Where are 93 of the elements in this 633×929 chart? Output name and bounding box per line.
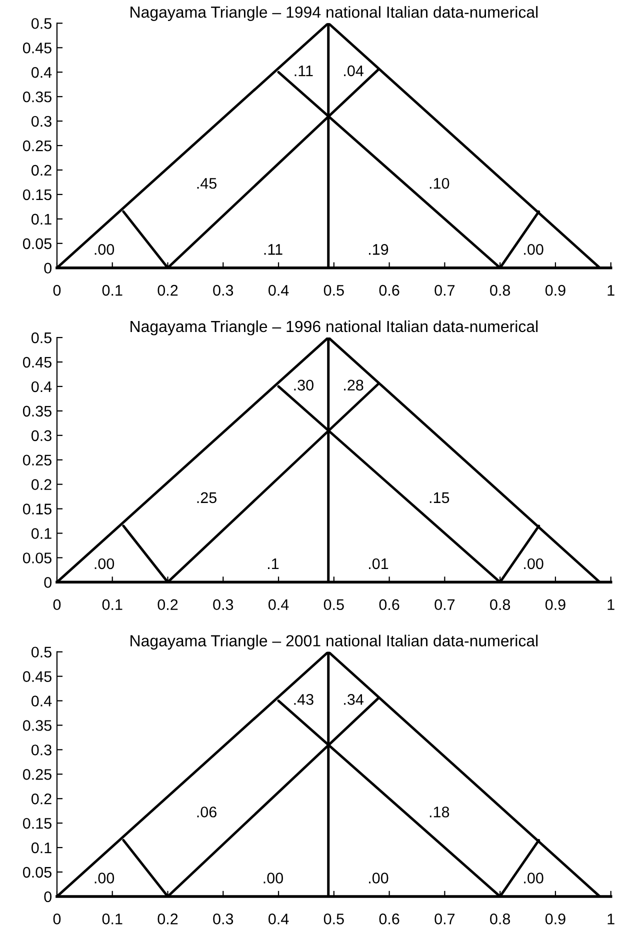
y-tick-label: 0.35 xyxy=(22,91,52,102)
x-tick-label: 0.1 xyxy=(102,914,122,924)
x-tick-label: 0.6 xyxy=(379,599,400,610)
annotation: .00 xyxy=(524,558,544,570)
x-tick-label: 0.5 xyxy=(324,284,344,296)
annotation: .11 xyxy=(294,66,313,76)
annotation: .30 xyxy=(294,380,314,391)
x-tick-label: 0.7 xyxy=(434,914,455,924)
x-tick-label: 0.4 xyxy=(268,284,289,296)
x-tick-label: 0.3 xyxy=(213,284,234,296)
x-tick-label: 0.2 xyxy=(158,284,178,296)
y-tick-label: 0.45 xyxy=(22,42,52,54)
annotation: .00 xyxy=(524,872,544,884)
annotation: .11 xyxy=(264,244,282,255)
y-tick-label: 0.5 xyxy=(31,332,52,344)
x-tick-label: 0.8 xyxy=(490,599,510,610)
annotation: .18 xyxy=(430,806,450,818)
x-tick-label: 0.9 xyxy=(545,914,566,924)
y-tick-label: 0 xyxy=(44,891,52,902)
x-tick-label: 0.9 xyxy=(545,284,566,296)
x-tick-label: 0 xyxy=(53,914,61,924)
annotation: .15 xyxy=(430,492,450,504)
y-tick-label: 0.4 xyxy=(31,67,52,78)
y-tick-label: 0.35 xyxy=(22,720,52,731)
y-tick-label: 0.3 xyxy=(31,430,52,442)
y-tick-label: 0 xyxy=(44,577,52,588)
x-tick-label: 0.7 xyxy=(434,284,455,296)
annotation: .00 xyxy=(368,872,388,884)
x-tick-label: 1 xyxy=(608,599,614,610)
annotation: .19 xyxy=(368,244,388,255)
x-tick-label: 0.6 xyxy=(379,284,400,296)
annotation: .01 xyxy=(368,558,388,570)
chart-title: Nagayama Triangle – 1994 national Italian data-numerical xyxy=(130,6,538,21)
x-tick-label: 0.8 xyxy=(490,914,510,924)
y-tick-label: 0.4 xyxy=(31,696,52,706)
annotation: .00 xyxy=(524,244,544,255)
x-tick-label: 0.2 xyxy=(158,599,178,610)
y-tick-label: 0.05 xyxy=(22,552,52,564)
x-tick-label: 1 xyxy=(608,914,614,924)
y-tick-label: 0.35 xyxy=(22,406,52,417)
annotation: .28 xyxy=(344,380,364,391)
annotation: .10 xyxy=(430,178,450,189)
x-tick-label: 0.2 xyxy=(158,914,178,924)
x-tick-label: 0.5 xyxy=(324,599,344,610)
y-tick-label: 0.25 xyxy=(22,454,52,466)
y-tick-label: 0.15 xyxy=(22,189,52,200)
x-tick-label: 0.8 xyxy=(490,284,510,296)
y-tick-label: 0.2 xyxy=(31,479,52,490)
annotation: .00 xyxy=(94,872,114,884)
x-tick-label: 1 xyxy=(608,285,614,296)
y-tick-label: 0.5 xyxy=(31,18,52,29)
annotation: .00 xyxy=(94,244,114,255)
y-tick-label: 0.5 xyxy=(31,646,52,658)
x-tick-label: 0 xyxy=(53,599,61,610)
y-tick-label: 0 xyxy=(44,262,52,274)
annotation: .00 xyxy=(264,872,284,884)
x-tick-label: 0.6 xyxy=(379,914,400,924)
y-tick-label: 0.45 xyxy=(22,356,52,368)
x-tick-label: 0.4 xyxy=(268,914,289,924)
annotation: .04 xyxy=(344,65,364,76)
y-tick-label: 0.2 xyxy=(31,164,52,176)
annotation: .00 xyxy=(94,558,114,570)
y-tick-label: 0.15 xyxy=(22,818,52,829)
y-tick-label: 0.3 xyxy=(31,116,52,127)
y-tick-label: 0.4 xyxy=(31,381,52,392)
x-tick-label: 0.9 xyxy=(545,599,566,610)
annotation: .45 xyxy=(197,178,216,189)
annotation: .25 xyxy=(197,492,216,504)
y-tick-label: 0.15 xyxy=(22,504,52,514)
x-tick-label: 0 xyxy=(53,284,61,296)
y-tick-label: 0.1 xyxy=(31,842,52,854)
x-tick-label: 0.5 xyxy=(324,914,344,924)
x-tick-label: 0.1 xyxy=(102,599,122,610)
y-tick-label: 0.25 xyxy=(22,769,52,780)
x-tick-label: 0.3 xyxy=(213,599,234,610)
x-tick-label: 0.7 xyxy=(434,599,455,610)
chart-title: Nagayama Triangle – 1996 national Italian data-numerical xyxy=(130,320,538,336)
annotation: .1 xyxy=(268,558,279,569)
y-tick-label: 0.3 xyxy=(31,744,52,756)
annotation: .34 xyxy=(344,694,364,705)
y-tick-label: 0.1 xyxy=(31,214,52,225)
x-tick-label: 0.4 xyxy=(268,599,289,610)
annotation: .06 xyxy=(197,806,216,818)
x-tick-label: 0.3 xyxy=(213,914,234,924)
annotation: .43 xyxy=(294,694,314,705)
y-tick-label: 0.25 xyxy=(22,140,52,152)
y-tick-label: 0.05 xyxy=(22,238,52,250)
y-tick-label: 0.45 xyxy=(22,671,52,682)
y-tick-label: 0.2 xyxy=(31,794,52,804)
chart-title: Nagayama Triangle – 2001 national Italian data-numerical xyxy=(130,634,538,650)
x-tick-label: 0.1 xyxy=(102,284,122,296)
y-tick-label: 0.05 xyxy=(22,866,52,878)
y-tick-label: 0.1 xyxy=(31,528,52,539)
